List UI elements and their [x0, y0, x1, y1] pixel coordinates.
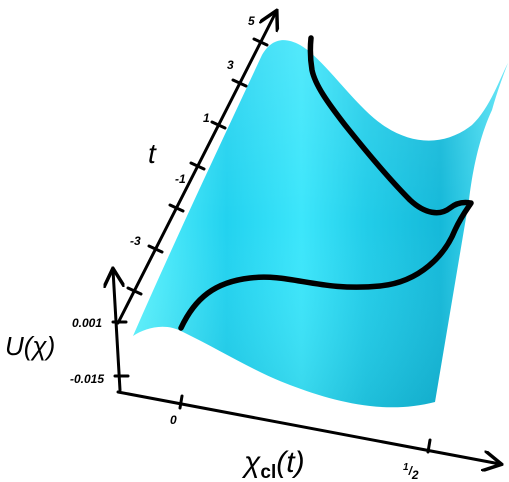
time-axis-title: t	[148, 138, 157, 169]
time-axis	[116, 12, 276, 325]
position-tick-0	[178, 394, 184, 410]
position-tick-label-half: 1/2	[403, 462, 419, 482]
time-tick-neg1	[189, 161, 206, 171]
time-tick-6	[147, 244, 164, 254]
half-denominator: 2	[411, 468, 419, 482]
potential-axis	[113, 270, 130, 392]
time-tick-label-5: 5	[248, 14, 255, 28]
position-axis	[116, 390, 500, 464]
time-tick-label-neg1: -1	[175, 172, 186, 186]
time-tick-label-3: 3	[227, 58, 234, 72]
potential-axis-title: U(χ)	[5, 331, 55, 361]
time-tick-1	[210, 120, 227, 130]
position-tick-label-0: 0	[170, 413, 177, 427]
classical-trajectory	[178, 35, 474, 331]
time-tick-7	[126, 286, 143, 296]
time-tick-3	[231, 78, 248, 88]
half-slash: /	[408, 464, 414, 478]
potential-axis-line	[113, 270, 120, 392]
potential-tick-label-neg0015: -0.015	[70, 372, 104, 386]
potential-surface-shading	[133, 40, 508, 408]
position-axis-line	[116, 390, 500, 464]
potential-tick-label-0001: 0.001	[72, 316, 102, 330]
position-axis-title: χcl(t)	[241, 446, 305, 482]
position-title-chi: χ	[241, 446, 261, 479]
position-title-suffix: (t)	[276, 446, 304, 479]
position-title-subscript: cl	[260, 462, 276, 482]
half-numerator: 1	[403, 462, 409, 473]
time-tick-label-1: 1	[203, 111, 210, 125]
time-tick-label-neg3: -3	[130, 234, 141, 248]
position-tick-half	[426, 438, 432, 454]
time-axis-line	[116, 12, 276, 325]
time-tick-5	[252, 37, 269, 47]
time-tick-neg3	[168, 203, 185, 213]
